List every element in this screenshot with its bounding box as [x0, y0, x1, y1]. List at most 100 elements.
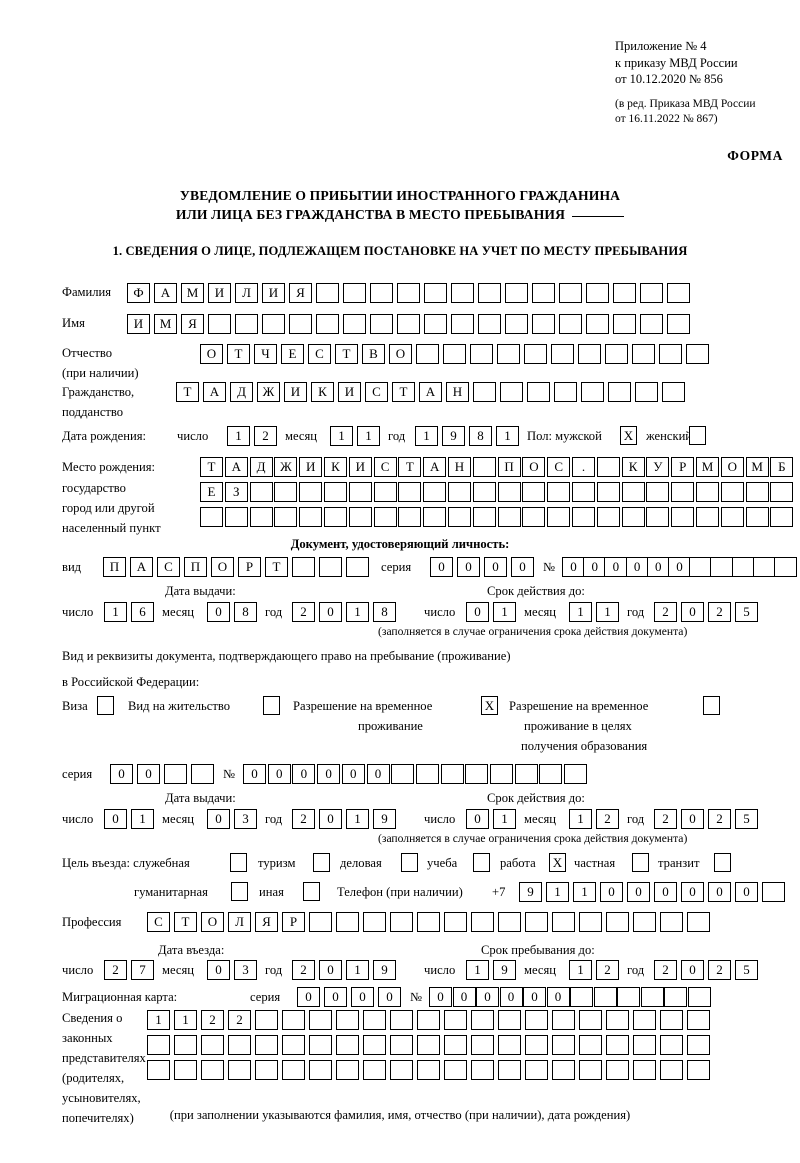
permit-valid-year-input-cell[interactable]: 0 [681, 809, 704, 829]
patronymic-input-cell[interactable] [659, 344, 682, 364]
legal-row2-input-cell[interactable] [363, 1035, 386, 1055]
profession-input-cell[interactable] [444, 912, 467, 932]
name-input-cell[interactable] [667, 314, 690, 334]
legal-row2-input-cell[interactable] [282, 1035, 305, 1055]
surname-input-cell[interactable]: И [262, 283, 285, 303]
citizenship-input-cell[interactable]: А [203, 382, 226, 402]
surname-input-cell[interactable] [397, 283, 420, 303]
permit-number-input-cell[interactable] [539, 764, 563, 784]
permit-number-input-cell[interactable] [490, 764, 513, 784]
name-input-cell[interactable] [586, 314, 609, 334]
citizenship-input-cell[interactable]: Д [230, 382, 253, 402]
birth-year-input-cell[interactable]: 8 [469, 426, 492, 446]
stay-month-input-cell[interactable]: 2 [596, 960, 619, 980]
birth-place-row2-input-cell[interactable]: З [224, 482, 248, 502]
mig-series-input-cell[interactable]: 0 [351, 987, 374, 1007]
patronymic-input-cell[interactable] [470, 344, 493, 364]
phone-input-cell[interactable]: 0 [600, 882, 623, 902]
birth-place-row1-input-cell[interactable]: Н [448, 457, 471, 477]
permit-series-input-cell[interactable]: 0 [137, 764, 160, 784]
phone-input-cell[interactable]: 0 [708, 882, 731, 902]
patronymic-input-cell[interactable] [416, 344, 439, 364]
profession-input-cell[interactable]: С [147, 912, 170, 932]
name-input-cell[interactable] [478, 314, 501, 334]
birth-place-row3-input-cell[interactable] [348, 507, 372, 527]
legal-row1-input-cell[interactable] [471, 1010, 494, 1030]
permit-series-input-cell[interactable]: 0 [110, 764, 133, 784]
permit-valid-year-input-cell[interactable]: 2 [708, 809, 731, 829]
surname-input-cell[interactable] [559, 283, 582, 303]
name-input-cell[interactable] [289, 314, 312, 334]
legal-row1-input-cell[interactable] [309, 1010, 332, 1030]
doc-kind-input-cell[interactable] [346, 557, 369, 577]
sex-male-checkbox[interactable]: X [620, 426, 637, 445]
surname-input-cell[interactable] [451, 283, 474, 303]
legal-row3-input-cell[interactable] [444, 1060, 467, 1080]
phone-input-cell[interactable]: 0 [654, 882, 677, 902]
birth-place-row2-input-cell[interactable] [720, 482, 744, 502]
birth-place-row3-input-cell[interactable] [200, 507, 223, 527]
birth-place-row3-input-cell[interactable] [572, 507, 595, 527]
birth-place-row1-input-cell[interactable]: У [646, 457, 670, 477]
phone-input-cell[interactable]: 0 [627, 882, 650, 902]
permit-series-input-cell[interactable] [191, 764, 214, 784]
patronymic-input-cell[interactable] [578, 344, 601, 364]
doc-number-input-cell[interactable]: 0 [562, 557, 585, 577]
doc-kind-input-cell[interactable]: П [184, 557, 207, 577]
mig-number-input-cell[interactable]: 0 [499, 987, 523, 1007]
legal-row1-input-cell[interactable] [579, 1010, 602, 1030]
doc-series-input-cell[interactable]: 0 [457, 557, 480, 577]
birth-place-row3-input-cell[interactable] [646, 507, 670, 527]
legal-row3-input-cell[interactable] [579, 1060, 602, 1080]
profession-input-cell[interactable] [417, 912, 440, 932]
profession-input-cell[interactable] [660, 912, 683, 932]
phone-input-cell[interactable]: 0 [681, 882, 704, 902]
birth-year-input-cell[interactable]: 9 [442, 426, 465, 446]
birth-place-row3-input-cell[interactable] [547, 507, 571, 527]
patronymic-input-cell[interactable]: В [362, 344, 385, 364]
legal-row2-input-cell[interactable] [417, 1035, 440, 1055]
permit-valid-year-input-cell[interactable]: 2 [654, 809, 677, 829]
birth-place-row3-input-cell[interactable] [249, 507, 273, 527]
birth-place-row2-input-cell[interactable] [745, 482, 769, 502]
doc-issue-year-input-cell[interactable]: 2 [292, 602, 315, 622]
doc-number-input-cell[interactable] [774, 557, 797, 577]
temp-residence-checkbox[interactable]: X [481, 696, 498, 715]
birth-place-row1-input-cell[interactable]: М [745, 457, 769, 477]
permit-valid-month-input-cell[interactable]: 1 [569, 809, 592, 829]
birth-place-row3-input-cell[interactable] [224, 507, 248, 527]
entry-year-input-cell[interactable]: 9 [373, 960, 396, 980]
profession-input-cell[interactable] [579, 912, 602, 932]
legal-row2-input-cell[interactable] [660, 1035, 683, 1055]
stay-day-input-cell[interactable]: 1 [466, 960, 489, 980]
citizenship-input-cell[interactable]: К [311, 382, 334, 402]
surname-input-cell[interactable]: М [181, 283, 204, 303]
birth-place-row2-input-cell[interactable] [423, 482, 447, 502]
doc-issue-year-input-cell[interactable]: 0 [319, 602, 342, 622]
legal-row3-input-cell[interactable] [390, 1060, 413, 1080]
name-input-cell[interactable] [343, 314, 366, 334]
legal-row3-input-cell[interactable] [201, 1060, 224, 1080]
birth-place-row3-input-cell[interactable] [522, 507, 546, 527]
mig-number-input-cell[interactable]: 0 [452, 987, 476, 1007]
purpose-tourism-checkbox[interactable] [313, 853, 330, 872]
name-input-cell[interactable]: Я [181, 314, 204, 334]
legal-row3-input-cell[interactable] [174, 1060, 197, 1080]
phone-input-cell[interactable]: 9 [519, 882, 542, 902]
purpose-study-checkbox[interactable] [473, 853, 490, 872]
legal-row2-input-cell[interactable] [633, 1035, 656, 1055]
name-input-cell[interactable] [613, 314, 636, 334]
doc-series-input-cell[interactable]: 0 [430, 557, 453, 577]
legal-row1-input-cell[interactable] [282, 1010, 305, 1030]
permit-number-input-cell[interactable]: 0 [366, 764, 390, 784]
birth-place-row2-input-cell[interactable] [621, 482, 645, 502]
permit-issue-year-input-cell[interactable]: 1 [346, 809, 369, 829]
permit-issue-month-input-cell[interactable]: 3 [234, 809, 257, 829]
legal-row3-input-cell[interactable] [660, 1060, 683, 1080]
doc-valid-month-input-cell[interactable]: 1 [569, 602, 592, 622]
name-input-cell[interactable]: И [127, 314, 150, 334]
temp-edu-checkbox[interactable] [703, 696, 720, 715]
surname-input-cell[interactable] [586, 283, 609, 303]
legal-row1-input-cell[interactable] [660, 1010, 683, 1030]
citizenship-input-cell[interactable]: И [338, 382, 361, 402]
